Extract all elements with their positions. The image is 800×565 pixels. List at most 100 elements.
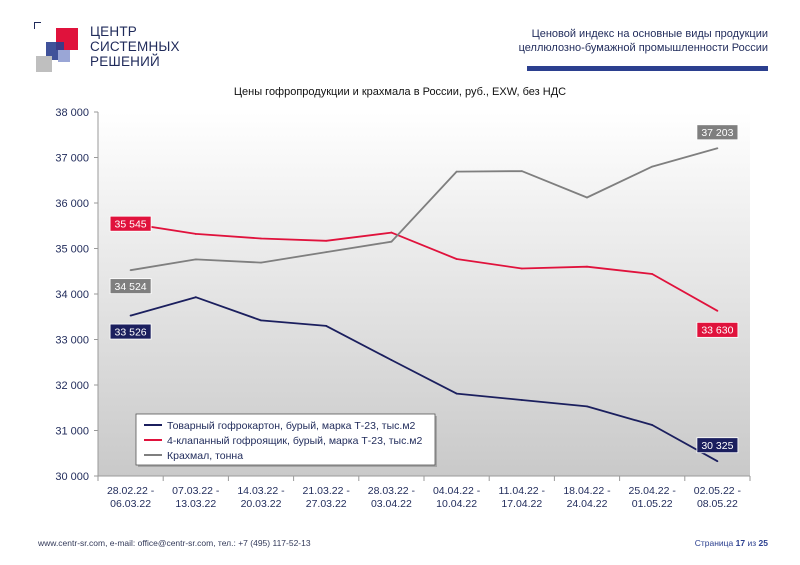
data-point [716,460,719,463]
data-point [651,273,654,275]
x-tick-label: 13.03.22 [175,498,216,510]
data-label-box [696,437,739,454]
data-label: 30 325 [701,440,733,452]
data-point [390,231,393,234]
data-label-box [696,321,739,338]
data-point [260,319,262,322]
y-tick-label: 30 000 [55,471,89,483]
logo-line-3: РЕШЕНИЙ [90,54,160,69]
x-tick-label: 08.05.22 [697,498,738,510]
data-labels: 33 526 30 325 35 545 33 630 34 524 37 203 [109,124,739,454]
y-tick-label: 33 000 [55,335,89,347]
x-axis: 28.02.22 -06.03.22 07.03.22 -13.03.22 14.0… [97,475,751,510]
y-tick-label: 37 000 [55,153,89,165]
price-line-chart: 30 000 31 000 32 000 33 000 34 000 35 000 36 0… [55,107,751,510]
legend-label-2: 4-клапанный гофроящик, бурый, марка Т-23… [167,435,422,447]
logo-square-gray [36,56,52,72]
x-tick-label: 10.04.22 [436,498,477,510]
data-label-box [109,323,152,340]
y-tick-label: 35 000 [55,244,89,256]
x-tick-label: 17.04.22 [501,498,542,510]
data-point [325,324,328,327]
company-logo: ЦЕНТР СИСТЕМНЫХ РЕШЕНИЙ [32,16,192,76]
page-total: 25 [758,538,768,548]
x-tick-label: 21.03.22 - [303,485,351,497]
header-accent-bar [527,66,768,71]
data-point [520,170,523,173]
data-label-box [109,215,152,232]
legend-label-1: Товарный гофрокартон, бурый, марка Т-23,… [167,420,416,432]
page-prefix: Страница [694,538,734,548]
data-point [129,269,132,272]
y-tick-label: 32 000 [55,380,89,392]
data-point [194,233,197,235]
x-tick-label: 07.03.22 - [172,485,220,497]
data-point [651,424,654,426]
report-header-line-2: целлюлозно-бумажной промышленности Росси… [518,42,768,54]
data-point [520,399,523,401]
data-point [390,359,393,361]
page-separator: из [747,538,757,548]
data-point [390,240,393,243]
report-header-line-1: Ценовой индекс на основные виды продукци… [531,28,768,40]
data-label: 35 545 [115,219,147,231]
data-point [260,237,262,240]
data-point [194,296,197,299]
data-point [325,239,328,242]
data-point [194,258,197,261]
x-tick-label: 11.04.22 - [499,485,546,497]
legend: Товарный гофрокартон, бурый, марка Т-23,… [135,413,437,467]
data-point [651,165,654,168]
data-point [716,309,719,312]
x-tick-label: 28.03.22 - [368,485,416,497]
chart-title: Цены гофропродукции и крахмала в России,… [233,86,567,98]
series-line-3 [130,147,718,272]
x-tick-label: 02.05.22 - [694,485,742,497]
data-point [129,314,132,317]
data-point [586,265,588,268]
legend-label-3: Крахмал, тонна [167,450,243,462]
data-point [586,196,588,199]
logo-corner-mark [34,22,41,29]
data-label: 33 526 [115,326,147,338]
x-tick-label: 03.04.22 [371,498,412,510]
y-axis: 30 000 31 000 32 000 33 000 34 000 35 000 36 0… [55,107,99,483]
x-tick-label: 24.04.22 [567,498,608,510]
x-tick-label: 06.03.22 [110,498,151,510]
x-tick-label: 01.05.22 [632,498,673,510]
data-point [586,405,588,408]
page-current: 17 [735,538,746,548]
data-point [325,251,328,254]
logo-line-2: СИСТЕМНЫХ [90,39,180,54]
x-tick-label: 04.04.22 - [433,485,481,497]
y-tick-label: 31 000 [55,426,89,438]
x-tick-label: 25.04.22 - [629,485,677,497]
legend-box [135,413,436,466]
data-point [455,392,458,395]
logo-line-1: ЦЕНТР [90,24,137,39]
data-point [716,147,719,150]
report-header: Ценовой индекс на основные виды продукци… [519,27,768,55]
data-point [455,170,458,173]
x-tick-label: 20.03.22 [241,498,282,510]
page-number: Страница 17 из 25 [695,538,768,548]
series-lines [129,147,719,463]
data-label: 37 203 [701,127,733,139]
data-label: 33 630 [701,325,733,337]
y-tick-label: 38 000 [55,107,89,119]
data-point [520,267,523,270]
x-tick-label: 28.02.22 - [107,485,155,497]
y-tick-label: 36 000 [55,198,89,210]
x-tick-label: 27.03.22 [306,498,347,510]
logo-square-lightblue [58,50,70,62]
data-label: 34 524 [115,281,147,293]
series-line-2 [130,222,718,312]
data-point [260,261,262,264]
series-line-1 [130,296,718,462]
logo-text: ЦЕНТР СИСТЕМНЫХ РЕШЕНИЙ [90,24,180,69]
x-tick-label: 18.04.22 - [563,485,611,497]
data-label-box [696,124,739,141]
data-label-box [109,278,152,295]
y-tick-label: 34 000 [55,289,89,301]
x-tick-label: 14.03.22 - [237,485,285,497]
